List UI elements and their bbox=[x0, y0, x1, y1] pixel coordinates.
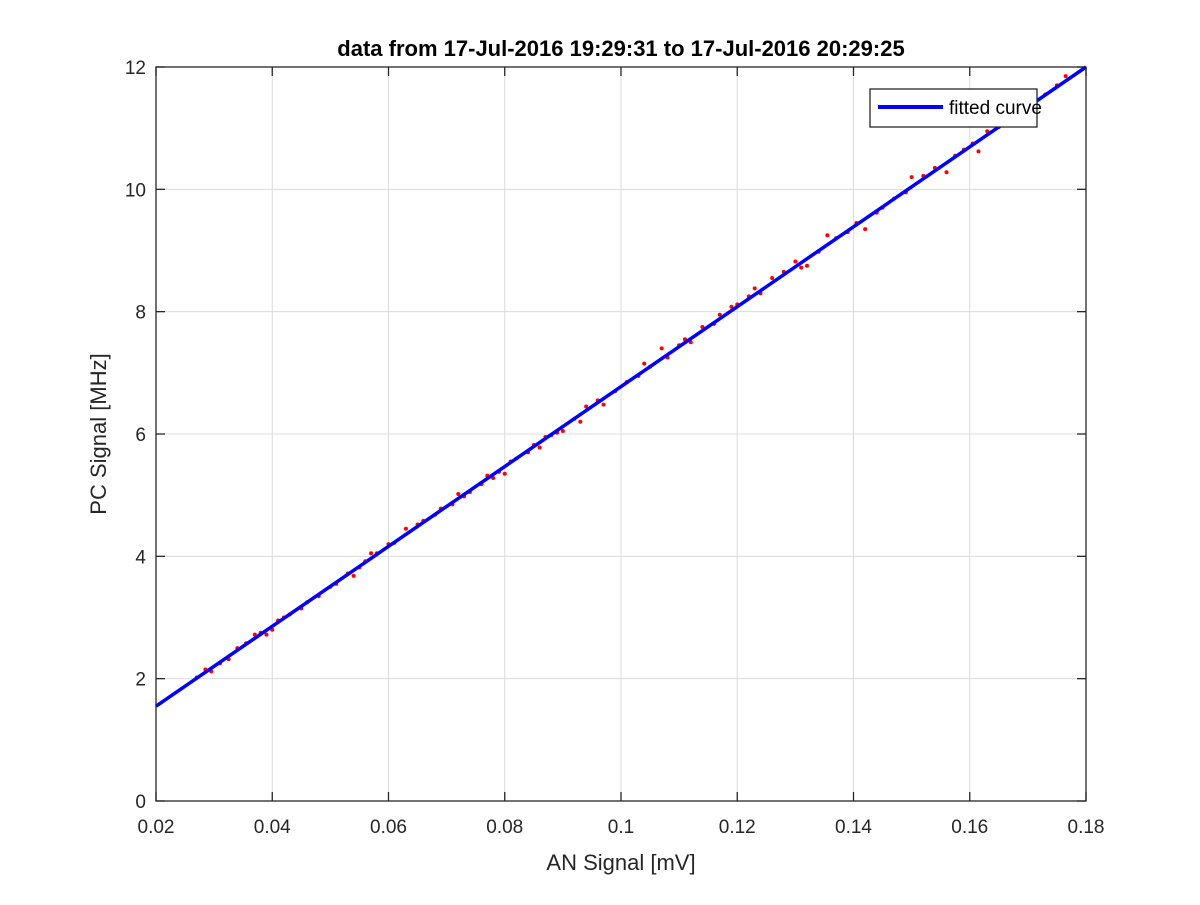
data-point bbox=[578, 419, 583, 424]
data-point bbox=[863, 227, 868, 232]
data-point bbox=[805, 263, 809, 268]
data-point bbox=[717, 312, 722, 317]
x-tick-label: 0.02 bbox=[138, 817, 175, 838]
data-point bbox=[560, 428, 565, 433]
x-tick-label: 0.1 bbox=[608, 817, 634, 838]
x-tick-label: 0.08 bbox=[486, 817, 523, 838]
data-point bbox=[502, 471, 507, 476]
x-tick-label: 0.04 bbox=[254, 817, 291, 838]
data-point bbox=[369, 551, 374, 556]
y-tick-label: 0 bbox=[135, 792, 146, 813]
chart-title: data from 17-Jul-2016 19:29:31 to 17-Jul… bbox=[337, 36, 904, 61]
x-tick-label: 0.18 bbox=[1068, 817, 1105, 838]
data-point bbox=[659, 346, 664, 351]
y-tick-label: 8 bbox=[135, 303, 146, 324]
data-point bbox=[456, 491, 461, 496]
data-point bbox=[351, 573, 356, 578]
data-point bbox=[642, 361, 647, 366]
x-tick-label: 0.12 bbox=[719, 817, 756, 838]
legend: fitted curve bbox=[869, 88, 1042, 128]
data-point bbox=[770, 276, 775, 281]
data-point bbox=[584, 404, 589, 409]
grid bbox=[156, 67, 1086, 801]
x-tick-label: 0.16 bbox=[951, 817, 988, 838]
y-tick-label: 6 bbox=[135, 425, 146, 446]
tick-labels: 0.02 0.04 0.06 0.08 0.1 0.12 0.14 0.16 0.18 0 2 4 6 8… bbox=[125, 58, 1105, 838]
y-axis-label: PC Signal [MHz] bbox=[86, 353, 111, 514]
data-point bbox=[799, 265, 804, 270]
data-point bbox=[944, 170, 949, 175]
x-axis-label: AN Signal [mV] bbox=[546, 850, 695, 875]
data-point bbox=[976, 149, 981, 154]
axes bbox=[155, 66, 1087, 802]
y-tick-label: 4 bbox=[135, 547, 146, 568]
data-point bbox=[1063, 74, 1068, 79]
x-tick-label: 0.06 bbox=[370, 817, 407, 838]
y-tick-label: 10 bbox=[125, 180, 146, 201]
data-point bbox=[793, 259, 798, 264]
y-tick-label: 12 bbox=[125, 58, 146, 79]
fitted-curve-layer bbox=[155, 65, 1087, 708]
data-point bbox=[537, 445, 542, 450]
data-point bbox=[601, 402, 606, 407]
data-point bbox=[752, 286, 757, 291]
legend-label-fitted-curve: fitted curve bbox=[949, 98, 1042, 119]
data-point bbox=[729, 304, 734, 309]
x-tick-label: 0.14 bbox=[835, 817, 872, 838]
y-tick-label: 2 bbox=[135, 670, 146, 691]
fitted-curve-line bbox=[155, 65, 1087, 708]
data-point bbox=[909, 175, 914, 180]
data-point bbox=[264, 632, 269, 637]
data-point bbox=[403, 526, 408, 531]
data-point bbox=[825, 233, 830, 238]
